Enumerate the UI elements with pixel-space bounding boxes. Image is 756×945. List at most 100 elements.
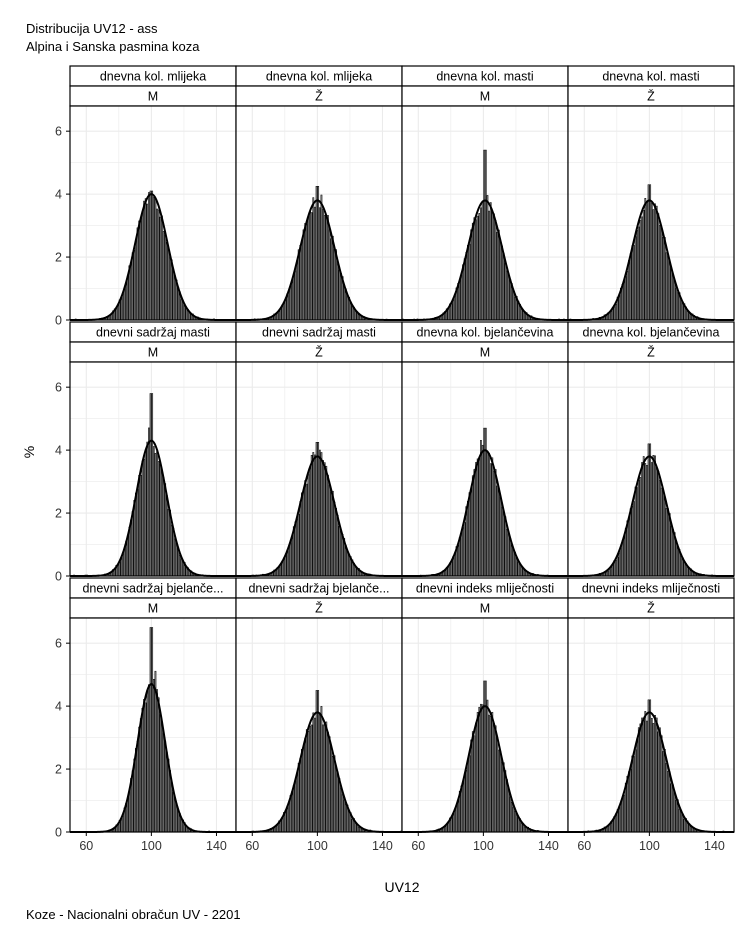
histogram-bar	[662, 236, 665, 321]
histogram-bar	[631, 505, 634, 577]
histogram-bar	[463, 258, 466, 321]
histogram-bar	[284, 299, 287, 321]
strip-sex-label: M	[148, 90, 158, 104]
histogram-bar	[307, 215, 310, 321]
histogram-bar	[628, 516, 630, 577]
histogram-bar	[611, 820, 614, 833]
histogram-bar	[470, 739, 473, 833]
histogram-bar	[314, 717, 316, 833]
histogram-bar	[322, 208, 324, 321]
histogram-bar	[126, 275, 129, 321]
histogram-bar	[151, 627, 154, 833]
histogram-bar	[659, 480, 661, 577]
histogram-bar	[670, 783, 673, 833]
facet-panel: dnevni sadržaj masti Ž	[235, 321, 403, 577]
histogram-bar	[628, 771, 630, 833]
histogram-bar	[164, 740, 167, 833]
histogram-bar	[331, 756, 334, 833]
chart-caption: Koze - Nacionalni obračun UV - 2201	[26, 907, 241, 922]
histogram-bar	[312, 197, 315, 321]
histogram-bar	[639, 477, 642, 577]
x-tick-label: 60	[411, 839, 425, 853]
histogram-bar	[138, 220, 141, 321]
histogram-bar	[175, 542, 178, 577]
title-block: Distribucija UV12 - ass Alpina i Sanska …	[26, 20, 199, 56]
histogram-bar	[668, 262, 671, 321]
chart-subtitle: Alpina i Sanska pasmina koza	[26, 39, 200, 54]
histogram-bar	[507, 533, 510, 577]
histogram-bar	[631, 755, 634, 833]
histogram-bar	[346, 550, 349, 577]
histogram-bar	[325, 215, 328, 321]
histogram-bar	[613, 306, 616, 321]
histogram-bar	[157, 461, 160, 577]
histogram-bar	[317, 186, 320, 321]
histogram-bar	[660, 487, 663, 577]
histogram-bar	[636, 487, 639, 577]
histogram-bar	[670, 525, 673, 577]
histogram-bar	[314, 206, 316, 321]
histogram-bar	[623, 536, 626, 577]
histogram-bar	[506, 270, 508, 321]
histogram-bar	[141, 707, 144, 833]
histogram-bar	[286, 807, 289, 833]
histogram-bar	[320, 194, 323, 321]
histogram-bar	[610, 310, 612, 321]
histogram-bar	[499, 496, 502, 577]
facet-panel: dnevna kol. mlijeka M 0 2 4 6	[55, 65, 237, 328]
histogram-bar	[680, 555, 682, 577]
histogram-bar	[634, 486, 637, 577]
histogram-bar	[301, 240, 303, 321]
histogram-bar	[343, 286, 346, 321]
histogram-bar	[504, 262, 507, 321]
histogram-bar	[507, 273, 510, 321]
histogram-bar	[506, 528, 508, 577]
histogram-bar	[174, 275, 176, 321]
histogram-bar	[481, 201, 484, 321]
histogram-bar	[154, 198, 157, 321]
histogram-bar	[659, 224, 661, 321]
histogram-bar	[641, 717, 643, 833]
histogram-bar	[615, 303, 617, 321]
histogram-bar	[151, 190, 154, 321]
histogram-bar	[309, 725, 311, 833]
histogram-bar	[172, 527, 175, 577]
histogram-bar	[662, 490, 665, 577]
histogram-bar	[330, 746, 333, 833]
histogram-bar	[509, 537, 512, 577]
panel-border	[567, 105, 735, 321]
histogram-bar	[288, 546, 290, 577]
histogram-bar	[494, 725, 497, 833]
histogram-bar	[309, 466, 311, 577]
histogram-bar	[667, 770, 669, 833]
histogram-bar	[291, 791, 294, 833]
strip-sex-label: Ž	[647, 601, 655, 616]
histogram-bar	[164, 234, 167, 321]
histogram-bar	[133, 250, 136, 321]
histogram-bar	[650, 202, 653, 321]
histogram-bar	[136, 488, 139, 577]
histogram-bar	[141, 211, 144, 321]
histogram-bar	[680, 300, 682, 321]
histogram-bar	[634, 236, 637, 321]
histogram-bar	[336, 514, 339, 577]
histogram-bar	[318, 714, 321, 833]
histogram-bar	[304, 737, 307, 833]
histogram-bar	[458, 281, 461, 321]
histogram-bar	[491, 457, 494, 577]
histogram-bar	[310, 724, 313, 833]
histogram-bar	[636, 230, 639, 321]
histogram-bar	[488, 210, 490, 321]
x-tick-label: 140	[704, 839, 725, 853]
histogram-bar	[152, 197, 155, 321]
histogram-bar	[162, 231, 165, 321]
histogram-bar	[647, 184, 650, 321]
histogram-bar	[663, 496, 666, 577]
histogram-bar	[475, 219, 477, 321]
histogram-bar	[346, 295, 349, 321]
histogram-bar	[486, 451, 489, 577]
histogram-bar	[289, 542, 292, 577]
histogram-bar	[302, 489, 305, 577]
histogram-bar	[515, 814, 518, 833]
strip-sex-label: M	[148, 602, 158, 616]
